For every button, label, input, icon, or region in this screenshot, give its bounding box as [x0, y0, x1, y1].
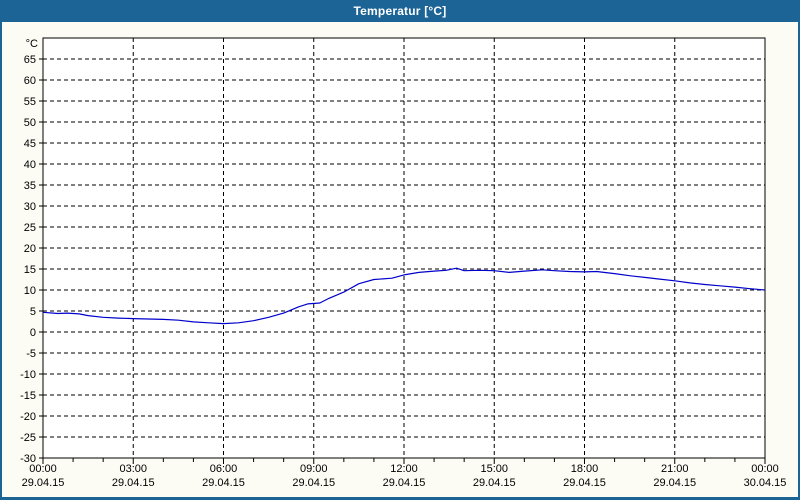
y-axis-ticks	[39, 58, 43, 459]
svg-text:35: 35	[24, 180, 36, 192]
svg-text:55: 55	[24, 96, 36, 108]
x-axis-time-label: 12:00	[390, 463, 418, 475]
x-axis-time-label: 15:00	[480, 463, 508, 475]
x-axis-time-label: 00:00	[29, 463, 57, 475]
x-axis-time-label: 09:00	[300, 463, 328, 475]
svg-text:15: 15	[24, 264, 36, 276]
x-axis-date-label: 29.04.15	[653, 477, 696, 489]
svg-text:10: 10	[24, 285, 36, 297]
y-axis-labels: -30 -25 -20 -15 -10 -5 0 5 10 15 20 25 30 35 40 45 50 55 6…	[20, 54, 36, 465]
svg-text:20: 20	[24, 243, 36, 255]
x-axis-date-label: 29.04.15	[473, 477, 516, 489]
x-axis-date-label: 29.04.15	[22, 477, 65, 489]
svg-text:-15: -15	[20, 390, 36, 402]
svg-text:0: 0	[30, 327, 36, 339]
svg-text:-10: -10	[20, 369, 36, 381]
svg-text:-5: -5	[26, 348, 36, 360]
chart-area: -30 -25 -20 -15 -10 -5 0 5 10 15 20 25 30 35 40 45 50 55 6…	[2, 22, 798, 497]
svg-text:65: 65	[24, 54, 36, 66]
x-axis-date-label: 29.04.15	[292, 477, 335, 489]
svg-text:40: 40	[24, 159, 36, 171]
x-axis-time-label: 03:00	[119, 463, 147, 475]
x-axis-date-label: 29.04.15	[383, 477, 426, 489]
x-axis-labels: 00:00 29.04.15 03:00 29.04.15 06:00 29.04.15 0…	[22, 463, 787, 489]
temperature-series-line	[42, 267, 766, 325]
svg-text:-20: -20	[20, 411, 36, 423]
chart-title-bar: Temperatur [°C]	[0, 0, 800, 22]
y-axis-unit-label: °C	[26, 38, 38, 50]
svg-text:-25: -25	[20, 432, 36, 444]
x-axis-date-label: 30.04.15	[744, 477, 787, 489]
svg-text:25: 25	[24, 222, 36, 234]
x-gridlines	[132, 38, 676, 458]
x-axis-time-label: 21:00	[661, 463, 689, 475]
x-axis-time-label: 06:00	[210, 463, 238, 475]
temperature-chart: -30 -25 -20 -15 -10 -5 0 5 10 15 20 25 30 35 40 45 50 55 6…	[20, 37, 787, 489]
x-axis-date-label: 29.04.15	[563, 477, 606, 489]
x-axis-time-label: 00:00	[751, 463, 779, 475]
x-axis-ticks	[42, 458, 766, 464]
svg-text:5: 5	[30, 306, 36, 318]
chart-title: Temperatur [°C]	[353, 4, 447, 18]
x-axis-time-label: 18:00	[571, 463, 599, 475]
x-axis-date-label: 29.04.15	[202, 477, 245, 489]
svg-text:-30: -30	[20, 453, 36, 465]
svg-text:50: 50	[24, 117, 36, 129]
svg-text:45: 45	[24, 138, 36, 150]
svg-text:30: 30	[24, 201, 36, 213]
x-axis-date-label: 29.04.15	[112, 477, 155, 489]
svg-text:60: 60	[24, 75, 36, 87]
